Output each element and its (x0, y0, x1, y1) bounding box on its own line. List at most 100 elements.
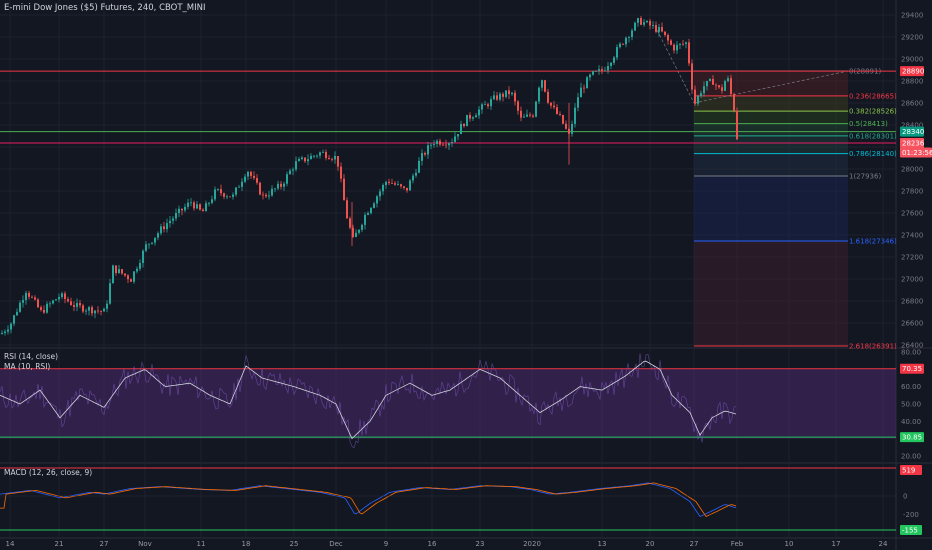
rsi-ma-label[interactable]: MA (10, RSI) (4, 362, 51, 371)
price-tag-label: 28340 (902, 128, 924, 136)
candle-body (385, 181, 387, 185)
candle-body (427, 145, 429, 155)
candle-body (733, 94, 735, 111)
candle-body (631, 30, 633, 38)
time-axis-label: 24 (879, 540, 888, 548)
candle-body (475, 115, 477, 118)
candle-body (514, 92, 516, 102)
candle-body (7, 329, 9, 332)
candle-body (391, 183, 393, 184)
time-axis-label: 14 (6, 540, 15, 548)
fib-zone (694, 70, 848, 96)
candle-body (367, 213, 369, 215)
candle-body (451, 142, 453, 144)
macd-tag (900, 465, 922, 475)
candle-body (394, 183, 396, 185)
candle-body (670, 40, 672, 45)
candle-body (325, 151, 327, 159)
candle-body (169, 220, 171, 224)
candle-body (571, 123, 573, 134)
candle-body (370, 207, 372, 214)
candle-body (718, 85, 720, 88)
candle-body (556, 107, 558, 114)
fib-level-label: 2.618(26391) (849, 342, 897, 350)
candle-body (301, 157, 303, 160)
candle-body (634, 22, 636, 31)
candle-body (499, 93, 501, 100)
candle-body (442, 144, 444, 146)
candle-body (358, 229, 360, 233)
time-axis-label: 2020 (523, 540, 541, 548)
time-axis-label: 16 (428, 540, 437, 548)
candle-body (106, 303, 108, 309)
candle-body (682, 43, 684, 45)
candles-group (1, 16, 738, 336)
rsi-tag-label: 30.85 (902, 434, 922, 442)
candle-body (64, 293, 66, 299)
candle-body (277, 183, 279, 189)
candle-body (214, 189, 216, 200)
candle-body (436, 140, 438, 145)
candle-body (250, 171, 252, 176)
candle-body (163, 226, 165, 230)
rsi-indicator-label[interactable]: RSI (14, close) (4, 352, 59, 361)
candle-body (412, 175, 414, 181)
candle-body (142, 250, 144, 263)
candle-body (559, 113, 561, 115)
candle-body (157, 233, 159, 238)
price-tag (900, 138, 924, 149)
candle-body (67, 298, 69, 302)
time-axis-label: Nov (138, 540, 152, 548)
rsi-tick-label: 50.00 (901, 400, 921, 408)
price-tag-label: 01:23:56 (902, 149, 932, 157)
candle-body (469, 114, 471, 119)
candle-body (622, 43, 624, 45)
candle-body (319, 152, 321, 156)
candle-body (652, 25, 654, 26)
candle-body (613, 57, 615, 63)
candle-body (160, 226, 162, 234)
candle-body (535, 101, 537, 117)
price-tick-label: 29000 (901, 56, 923, 64)
candle-body (259, 182, 261, 195)
candle-body (580, 87, 582, 98)
macd-indicator-label[interactable]: MACD (12, 26, close, 9) (4, 468, 93, 477)
candle-body (262, 194, 264, 196)
price-tag (900, 126, 924, 137)
candle-body (478, 109, 480, 116)
candle-body (298, 159, 300, 162)
fib-zone (694, 135, 848, 154)
candle-body (448, 143, 450, 146)
candle-body (346, 200, 348, 219)
candle-body (382, 184, 384, 192)
candle-body (235, 187, 237, 195)
candle-body (562, 114, 564, 124)
candle-body (25, 292, 27, 301)
price-tick-label: 26600 (901, 320, 923, 328)
candle-body (220, 189, 222, 194)
candle-body (313, 155, 315, 157)
candle-body (55, 299, 57, 301)
candle-body (574, 107, 576, 124)
fib-level-label: 1.618(27346) (849, 237, 897, 245)
candle-body (697, 95, 699, 104)
candle-body (532, 115, 534, 117)
candle-body (706, 80, 708, 87)
candle-body (238, 186, 240, 188)
rsi-tag (900, 432, 924, 443)
rsi-line (0, 353, 737, 449)
candle-body (208, 202, 210, 204)
candle-body (715, 84, 717, 86)
candle-body (34, 297, 36, 300)
candle-body (124, 273, 126, 276)
fib-level-label: 0.618(28301) (849, 132, 897, 140)
candle-body (619, 43, 621, 48)
fib-level-label: 0.236(28665) (849, 92, 897, 100)
price-tick-label: 29200 (901, 34, 923, 42)
candle-body (418, 160, 420, 173)
candle-body (364, 214, 366, 225)
candle-body (130, 279, 132, 282)
candle-body (73, 305, 75, 307)
candle-body (460, 123, 462, 135)
